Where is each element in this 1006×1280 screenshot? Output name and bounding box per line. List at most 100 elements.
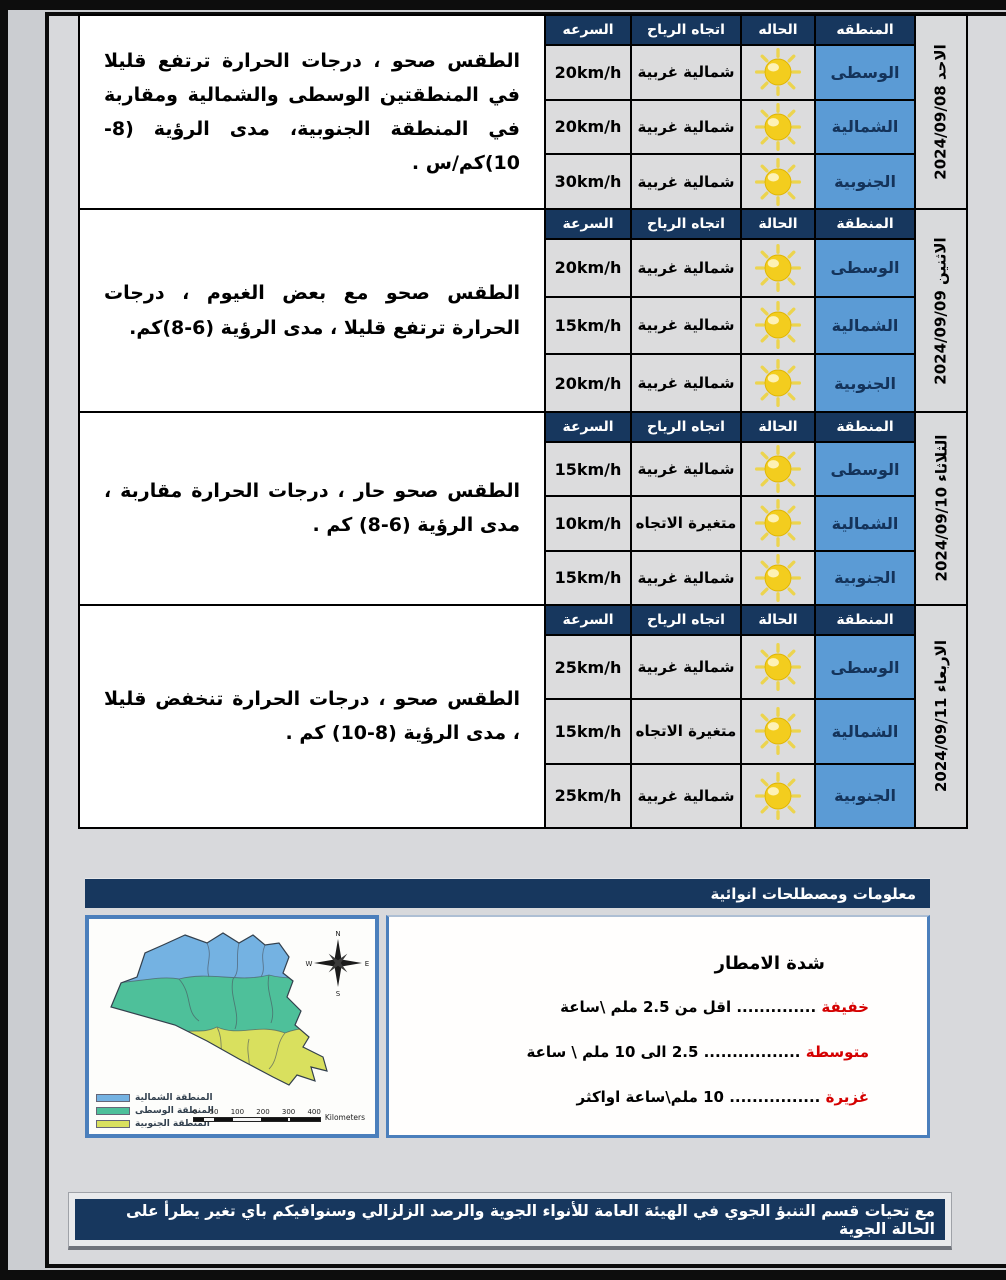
wind-cell: شمالية غربية: [632, 355, 740, 411]
region-cell: الوسطى: [816, 46, 914, 99]
sun-icon: [754, 553, 802, 602]
region-cell: الجنوبية: [816, 764, 914, 827]
legend-swatch-south: [96, 1120, 130, 1128]
sun-icon: [754, 643, 802, 692]
wind-cell: متغيرة الاتجاه: [632, 497, 740, 550]
legend-swatch-north: [96, 1094, 130, 1102]
rain-item-label: غزيرة: [825, 1088, 869, 1106]
region-cell: الجنوبية: [816, 155, 914, 208]
region-cell: الوسطى: [816, 240, 914, 296]
compass-rose-icon: N E S W: [306, 930, 370, 998]
speed-cell: 30km/h: [546, 155, 630, 208]
forecast-description-cell: الطقس صحو مع بعض الغيوم ، درجات الحرارة …: [80, 210, 544, 411]
condition-cell: [742, 636, 814, 699]
condition-cell: [742, 46, 814, 99]
day-section-wednesday: الاربعاء 2024/09/11 المنطقة الحالة اتجاه…: [78, 604, 968, 829]
rain-intensity-panel: شدة الامطار خفيفة .............. اقل من …: [386, 915, 930, 1138]
column-header-speed: السرعه: [546, 16, 630, 44]
sun-icon: [754, 301, 802, 350]
footer-frame: مع تحيات قسم التنبؤ الجوي في الهيئة العا…: [68, 1192, 952, 1250]
rain-item-definition: 2.5 الى 10 ملم \ ساعة: [526, 1043, 699, 1061]
sun-icon: [754, 103, 802, 151]
region-cell: الشمالية: [816, 297, 914, 354]
column-header-speed: السرعة: [546, 413, 630, 441]
sun-icon: [754, 445, 802, 494]
wind-cell: شمالية غربية: [632, 240, 740, 296]
column-header-region: المنطقة: [816, 413, 914, 441]
legend-label: المنطقة الشمالية: [135, 1093, 213, 1103]
legend-item-north: المنطقة الشمالية: [96, 1093, 214, 1103]
column-header-condition: الحالة: [742, 413, 814, 441]
iraq-regions-map-panel: N E S W المنطقة الشمالية المنطقة الوسطى: [85, 915, 379, 1138]
svg-text:W: W: [306, 960, 313, 968]
dots-leader: ................: [723, 1088, 826, 1106]
condition-cell: [742, 764, 814, 827]
region-cell: الجنوبية: [816, 551, 914, 604]
condition-cell: [742, 497, 814, 550]
speed-cell: 20km/h: [546, 46, 630, 99]
wind-cell: شمالية غربية: [632, 764, 740, 827]
condition-cell: [742, 297, 814, 354]
wind-cell: شمالية غربية: [632, 297, 740, 354]
condition-cell: [742, 700, 814, 763]
region-cell: الشمالية: [816, 100, 914, 154]
column-header-speed: السرعة: [546, 210, 630, 238]
date-cell: الاحد 2024/09/08: [916, 16, 966, 208]
column-header-region: المنطقه: [816, 16, 914, 44]
sun-icon: [754, 771, 802, 820]
dots-leader: ..............: [731, 998, 822, 1016]
speed-cell: 15km/h: [546, 551, 630, 604]
speed-cell: 15km/h: [546, 700, 630, 763]
iraq-map: N E S W: [110, 930, 370, 1086]
condition-cell: [742, 100, 814, 154]
legend-label: المنطقة الجنوبية: [135, 1119, 210, 1129]
speed-cell: 10km/h: [546, 497, 630, 550]
forecast-description-cell: الطقس صحو حار ، درجات الحرارة مقاربة ، م…: [80, 413, 544, 604]
sun-icon: [754, 499, 802, 548]
day-section-sunday: الاحد 2024/09/08 المنطقه الحاله اتجاه ال…: [78, 14, 968, 210]
speed-cell: 25km/h: [546, 636, 630, 699]
dots-leader: .................: [698, 1043, 806, 1061]
rain-item-moderate: متوسطة ................. 2.5 الى 10 ملم …: [409, 1043, 869, 1061]
legend-item-central: المنطقة الوسطى: [96, 1106, 214, 1116]
rain-item-definition: 10 ملم\ساعة اواكثر: [576, 1088, 724, 1106]
region-cell: الوسطى: [816, 443, 914, 496]
rain-item-definition: اقل من 2.5 ملم \ساعة: [560, 998, 732, 1016]
forecast-description: الطقس صحو مع بعض الغيوم ، درجات الحرارة …: [104, 282, 520, 339]
condition-cell: [742, 155, 814, 208]
map-scale-bar: 0 50 100 200 300 400 Kilometers: [192, 1108, 365, 1122]
sun-icon: [754, 157, 802, 206]
province-borders: [111, 942, 327, 1076]
column-header-speed: السرعة: [546, 606, 630, 634]
map-legend: المنطقة الشمالية المنطقة الوسطى المنطقة …: [96, 1093, 214, 1129]
forecast-description: الطقس صحو ، درجات الحرارة ترتفع قليلا في…: [104, 49, 520, 175]
legend-swatch-central: [96, 1107, 130, 1115]
condition-cell: [742, 443, 814, 496]
region-cell: الشمالية: [816, 700, 914, 763]
date-label: الاثنين 2024/09/09: [932, 236, 950, 385]
speed-cell: 20km/h: [546, 355, 630, 411]
legend-label: المنطقة الوسطى: [135, 1106, 214, 1116]
scale-strip: [192, 1117, 321, 1122]
column-header-wind: اتجاه الرياح: [632, 413, 740, 441]
column-header-wind: اتجاه الرياح: [632, 210, 740, 238]
day-section-monday: الاثنين 2024/09/09 المنطقة الحالة اتجاه …: [78, 208, 968, 413]
sun-icon: [754, 707, 802, 756]
svg-text:S: S: [336, 990, 341, 998]
date-label: الثلاثاء 2024/09/10: [932, 435, 950, 582]
wind-cell: شمالية غربية: [632, 155, 740, 208]
region-cell: الشمالية: [816, 497, 914, 550]
speed-cell: 15km/h: [546, 443, 630, 496]
date-label: الاحد 2024/09/08: [932, 44, 950, 180]
forecast-table: الاحد 2024/09/08 المنطقه الحاله اتجاه ال…: [78, 14, 968, 829]
column-header-condition: الحالة: [742, 210, 814, 238]
sun-icon: [754, 243, 802, 292]
rain-item-label: خفيفة: [821, 998, 869, 1016]
svg-text:N: N: [335, 930, 340, 938]
date-cell: الثلاثاء 2024/09/10: [916, 413, 966, 604]
speed-cell: 20km/h: [546, 100, 630, 154]
region-cell: الجنوبية: [816, 355, 914, 411]
region-cell: الوسطى: [816, 636, 914, 699]
rain-item-heavy: غزيرة ................ 10 ملم\ساعة اواكث…: [409, 1088, 869, 1106]
